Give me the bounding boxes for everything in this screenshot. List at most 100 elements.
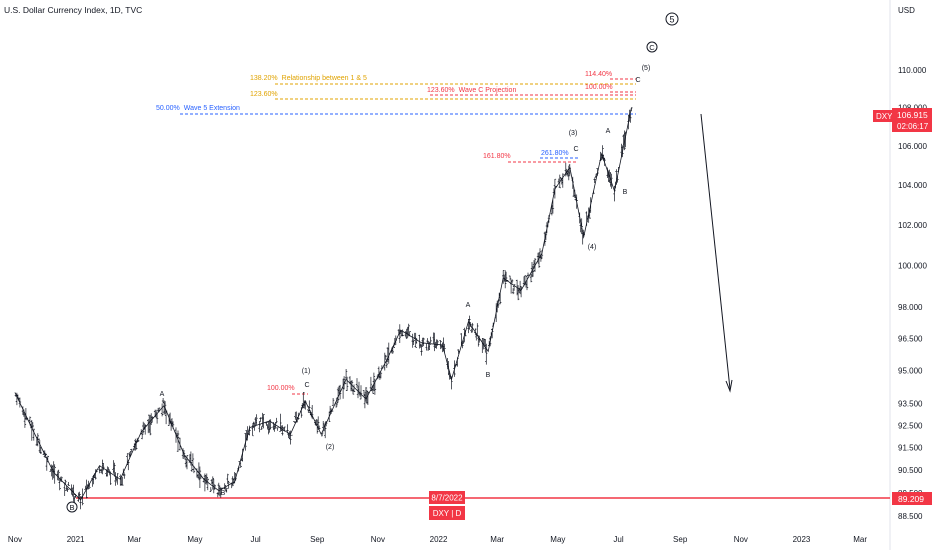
fib-labels: 138.20% Relationship between 1 & 5 123.60… bbox=[156, 71, 613, 392]
price-line bbox=[14, 107, 632, 501]
price-tick-label: 96.500 bbox=[898, 335, 923, 344]
price-bar bbox=[426, 338, 429, 344]
price-bar bbox=[32, 428, 35, 441]
price-bar bbox=[67, 482, 70, 486]
price-bar bbox=[276, 427, 279, 431]
wave-circle-b bbox=[66, 501, 78, 513]
price-bar bbox=[39, 446, 42, 454]
price-bar bbox=[351, 388, 355, 395]
price-bar bbox=[28, 416, 32, 424]
price-bar bbox=[267, 421, 270, 435]
price-bar bbox=[279, 413, 282, 432]
wave-circle-5 bbox=[665, 12, 679, 26]
fib-levels bbox=[180, 78, 636, 395]
price-bar bbox=[113, 462, 116, 477]
price-bar bbox=[198, 466, 202, 488]
price-tick-label: 106.000 bbox=[898, 142, 927, 151]
price-bar bbox=[281, 425, 284, 436]
price-tick-label: 104.000 bbox=[898, 181, 927, 190]
price-bar bbox=[142, 421, 145, 434]
time-tick-label: 2023 bbox=[793, 535, 811, 544]
wave-label-1: (1) bbox=[302, 368, 311, 375]
price-bar bbox=[206, 478, 209, 491]
price-bar bbox=[66, 487, 69, 492]
price-bar bbox=[176, 430, 180, 452]
time-tick-label: Jul bbox=[613, 535, 623, 544]
price-bar bbox=[37, 438, 40, 440]
time-tick-label: Mar bbox=[490, 535, 504, 544]
price-tick-label: 90.500 bbox=[898, 466, 923, 475]
price-bar bbox=[331, 398, 335, 407]
price-bar bbox=[141, 431, 144, 440]
price-tick-label: 88.500 bbox=[898, 512, 923, 521]
price-bar bbox=[23, 413, 27, 428]
wave-label-5-minor: (5) bbox=[642, 65, 651, 72]
price-bar bbox=[258, 421, 261, 433]
price-tick-label: 91.500 bbox=[898, 444, 923, 453]
projection-arrow-line bbox=[700, 113, 731, 390]
price-bar bbox=[433, 332, 436, 352]
fib-label-138: 138.20% Relationship between 1 & 5 bbox=[250, 75, 367, 82]
wave-label-a-upper: A bbox=[606, 128, 611, 135]
price-tick-label: 102.000 bbox=[898, 221, 927, 230]
support-price-text: 89.209 bbox=[898, 494, 924, 504]
price-bar bbox=[502, 270, 505, 284]
price-tick-label: 93.500 bbox=[898, 399, 923, 408]
support-price-tag bbox=[892, 492, 932, 505]
fib-label-100-top: 100.00% bbox=[585, 84, 613, 91]
price-bar bbox=[262, 414, 265, 429]
time-tick-label: Mar bbox=[853, 535, 867, 544]
projection-arrow-head bbox=[725, 379, 733, 393]
time-tick-label: Nov bbox=[371, 535, 385, 544]
price-bar bbox=[525, 276, 529, 291]
time-tick-label: Sep bbox=[310, 535, 325, 544]
wave-label-5: 5 bbox=[669, 15, 674, 25]
fib-label-261: 261.80% bbox=[541, 150, 569, 157]
price-bar bbox=[226, 473, 229, 485]
price-bar bbox=[352, 384, 356, 393]
price-bar bbox=[537, 252, 541, 268]
projection-arrow[interactable] bbox=[700, 113, 733, 393]
wave-label-c-top: C bbox=[635, 77, 640, 84]
price-tick-label: 98.000 bbox=[898, 303, 923, 312]
wave-label-2: (2) bbox=[326, 444, 335, 451]
price-bar bbox=[116, 473, 119, 485]
time-tick-label: Nov bbox=[734, 535, 748, 544]
price-bar bbox=[275, 417, 278, 423]
price-tick-label: 92.500 bbox=[898, 421, 923, 430]
price-bar bbox=[150, 413, 153, 425]
fib-label-114: 114.40% bbox=[585, 71, 612, 78]
price-bar bbox=[414, 332, 417, 348]
price-tick-label: 100.000 bbox=[898, 262, 927, 271]
price-bar bbox=[529, 274, 533, 283]
fib-label-100-low: 100.00% bbox=[267, 385, 295, 392]
price-bar bbox=[412, 339, 415, 345]
price-bar bbox=[508, 275, 512, 281]
wave-label-circle-b: B bbox=[69, 503, 74, 512]
price-bar bbox=[516, 285, 520, 301]
time-tick-label: 2021 bbox=[67, 535, 85, 544]
price-bar bbox=[191, 453, 195, 466]
price-bar bbox=[211, 476, 214, 490]
price-bar bbox=[259, 417, 262, 423]
time-tick-label: Sep bbox=[673, 535, 688, 544]
price-bar bbox=[311, 405, 314, 420]
price-tick-label: 95.000 bbox=[898, 367, 923, 376]
price-bar bbox=[581, 232, 584, 245]
wave-label-c-mid: C bbox=[573, 146, 578, 153]
price-bar bbox=[366, 391, 370, 405]
wave-label-b-low: B bbox=[221, 490, 226, 497]
price-bar bbox=[551, 199, 555, 214]
price-bar bbox=[428, 341, 431, 350]
price-bar bbox=[209, 487, 212, 492]
price-bar bbox=[130, 448, 133, 453]
wave-label-3: (3) bbox=[569, 130, 578, 137]
wave-label-4: (4) bbox=[588, 244, 597, 251]
price-bar bbox=[231, 476, 234, 487]
price-bar bbox=[269, 419, 272, 430]
price-bar bbox=[274, 422, 277, 429]
price-bar bbox=[286, 424, 289, 434]
price-bar bbox=[407, 323, 410, 337]
